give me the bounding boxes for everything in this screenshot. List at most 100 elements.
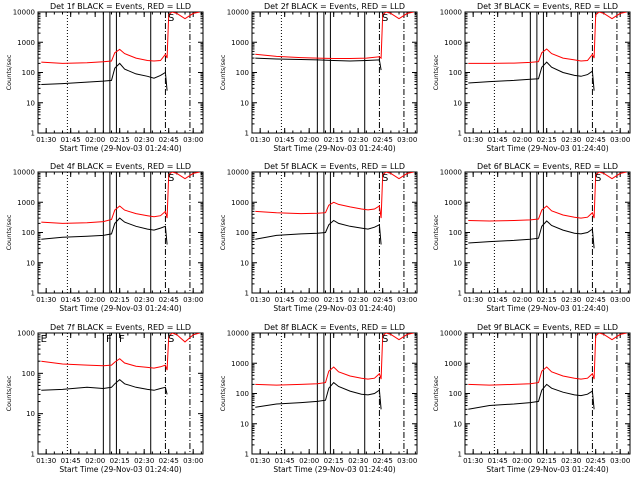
events-series-line bbox=[41, 62, 168, 91]
y-tick-label: 10 bbox=[453, 259, 462, 267]
x-tick-label: 02:30 bbox=[134, 457, 154, 465]
y-tick-label: 1 bbox=[31, 451, 35, 459]
x-tick-label: 02:00 bbox=[299, 136, 319, 144]
y-axis-label: Counts/sec bbox=[432, 214, 440, 250]
x-tick-label: 01:30 bbox=[250, 136, 270, 144]
y-axis-label: Counts/sec bbox=[5, 54, 13, 90]
panel-det-4: Det 4f BLACK = Events, RED = LLD 1 10 100 10… bbox=[5, 162, 204, 313]
panel-title: Det 1f BLACK = Events, RED = LLD bbox=[50, 2, 191, 11]
x-tick-label: 02:45 bbox=[159, 457, 179, 465]
y-tick-label: 10 bbox=[26, 99, 35, 107]
marker-letter: S bbox=[168, 173, 174, 184]
x-tick-label: 01:30 bbox=[250, 296, 270, 304]
panel-det-7: Det 7f BLACK = Events, RED = LLD 1 10 100 10… bbox=[5, 323, 204, 474]
panel-det-3: Det 3f BLACK = Events, RED = LLD 1 10 100 10… bbox=[432, 2, 631, 153]
x-tick-label: 02:15 bbox=[537, 296, 557, 304]
x-axis-label: Start Time (29-Nov-03 01:24:40) bbox=[59, 144, 181, 153]
x-tick-label: 03:00 bbox=[183, 457, 203, 465]
lld-series-line bbox=[255, 333, 414, 386]
x-tick-label: 01:45 bbox=[275, 457, 295, 465]
x-tick-label: 02:15 bbox=[324, 457, 344, 465]
panel-title: Det 2f BLACK = Events, RED = LLD bbox=[264, 2, 405, 11]
x-tick-label: 02:45 bbox=[586, 457, 606, 465]
x-tick-label: 03:00 bbox=[183, 296, 203, 304]
x-axis-label: Start Time (29-Nov-03 01:24:40) bbox=[486, 304, 608, 313]
y-tick-label: 100 bbox=[449, 390, 462, 398]
y-axis-label: Counts/sec bbox=[5, 375, 13, 411]
x-tick-label: 02:30 bbox=[561, 457, 581, 465]
marker-letter: S bbox=[382, 13, 388, 24]
panel-det-2: Det 2f BLACK = Events, RED = LLD 1 10 100 10… bbox=[219, 2, 418, 153]
x-axis-label: Start Time (29-Nov-03 01:24:40) bbox=[273, 144, 395, 153]
x-tick-label: 03:00 bbox=[397, 296, 417, 304]
marker-letter: F bbox=[106, 334, 112, 345]
x-tick-label: 01:45 bbox=[488, 296, 508, 304]
x-tick-label: 02:30 bbox=[561, 136, 581, 144]
y-tick-label: 1000 bbox=[17, 330, 35, 338]
x-tick-label: 01:45 bbox=[275, 136, 295, 144]
marker-letter: S bbox=[168, 13, 174, 24]
x-axis-label: Start Time (29-Nov-03 01:24:40) bbox=[486, 465, 608, 474]
x-axis-label: Start Time (29-Nov-03 01:24:40) bbox=[273, 304, 395, 313]
x-tick-label: 02:15 bbox=[110, 136, 130, 144]
x-tick-label: 03:00 bbox=[397, 136, 417, 144]
lld-series-line bbox=[41, 12, 200, 64]
y-tick-label: 10000 bbox=[227, 330, 249, 338]
x-tick-label: 02:15 bbox=[324, 296, 344, 304]
y-tick-label: 100 bbox=[236, 69, 249, 77]
y-tick-label: 1000 bbox=[17, 199, 35, 207]
events-series-line bbox=[41, 217, 168, 245]
y-tick-label: 10 bbox=[453, 99, 462, 107]
y-tick-label: 10 bbox=[26, 410, 35, 418]
panel-det-6: Det 6f BLACK = Events, RED = LLD 1 10 100 10… bbox=[432, 162, 631, 313]
events-series-line bbox=[255, 57, 382, 71]
x-tick-label: 01:45 bbox=[275, 296, 295, 304]
x-tick-label: 02:30 bbox=[348, 296, 368, 304]
x-tick-label: 02:30 bbox=[348, 136, 368, 144]
x-tick-label: 02:00 bbox=[299, 457, 319, 465]
y-tick-label: 1000 bbox=[231, 39, 249, 47]
marker-letter: S bbox=[382, 334, 388, 345]
x-tick-label: 03:00 bbox=[397, 457, 417, 465]
x-tick-label: 03:00 bbox=[183, 136, 203, 144]
marker-letter: F bbox=[119, 334, 125, 345]
lld-series-line bbox=[468, 172, 627, 222]
panel-title: Det 4f BLACK = Events, RED = LLD bbox=[50, 162, 191, 171]
x-tick-label: 02:00 bbox=[512, 136, 532, 144]
x-tick-label: 02:00 bbox=[299, 296, 319, 304]
panel-title: Det 5f BLACK = Events, RED = LLD bbox=[264, 162, 405, 171]
panel-title: Det 6f BLACK = Events, RED = LLD bbox=[477, 162, 618, 171]
x-tick-label: 02:45 bbox=[159, 136, 179, 144]
events-series-line bbox=[255, 219, 382, 245]
y-axis-label: Counts/sec bbox=[219, 375, 227, 411]
lld-series-line bbox=[468, 333, 627, 386]
y-axis-label: Counts/sec bbox=[219, 54, 227, 90]
plot-frame bbox=[464, 11, 631, 134]
panel-det-8: Det 8f BLACK = Events, RED = LLD 1 10 100 10… bbox=[219, 323, 418, 474]
x-tick-label: 01:30 bbox=[36, 136, 56, 144]
panel-title: Det 7f BLACK = Events, RED = LLD bbox=[50, 323, 191, 332]
x-tick-label: 03:00 bbox=[610, 457, 630, 465]
x-tick-label: 02:15 bbox=[110, 296, 130, 304]
y-tick-label: 10 bbox=[453, 420, 462, 428]
panel-title: Det 3f BLACK = Events, RED = LLD bbox=[477, 2, 618, 11]
y-tick-label: 1 bbox=[31, 130, 35, 138]
x-tick-label: 03:00 bbox=[610, 136, 630, 144]
x-tick-label: 01:30 bbox=[463, 136, 483, 144]
x-tick-label: 01:30 bbox=[36, 296, 56, 304]
y-tick-label: 1000 bbox=[444, 39, 462, 47]
y-tick-label: 1000 bbox=[17, 39, 35, 47]
x-tick-label: 02:00 bbox=[512, 296, 532, 304]
y-tick-label: 100 bbox=[449, 69, 462, 77]
x-tick-label: 02:00 bbox=[85, 296, 105, 304]
x-tick-label: 02:00 bbox=[85, 136, 105, 144]
plot-frame bbox=[464, 332, 631, 455]
lld-series-line bbox=[468, 12, 627, 64]
x-tick-label: 02:45 bbox=[586, 296, 606, 304]
lld-series-line bbox=[255, 172, 414, 219]
x-tick-label: 01:30 bbox=[250, 457, 270, 465]
y-axis-label: Counts/sec bbox=[5, 214, 13, 250]
x-tick-label: 02:30 bbox=[134, 136, 154, 144]
panel-det-9: Det 9f BLACK = Events, RED = LLD 1 10 100 10… bbox=[432, 323, 631, 474]
x-tick-label: 02:00 bbox=[512, 457, 532, 465]
